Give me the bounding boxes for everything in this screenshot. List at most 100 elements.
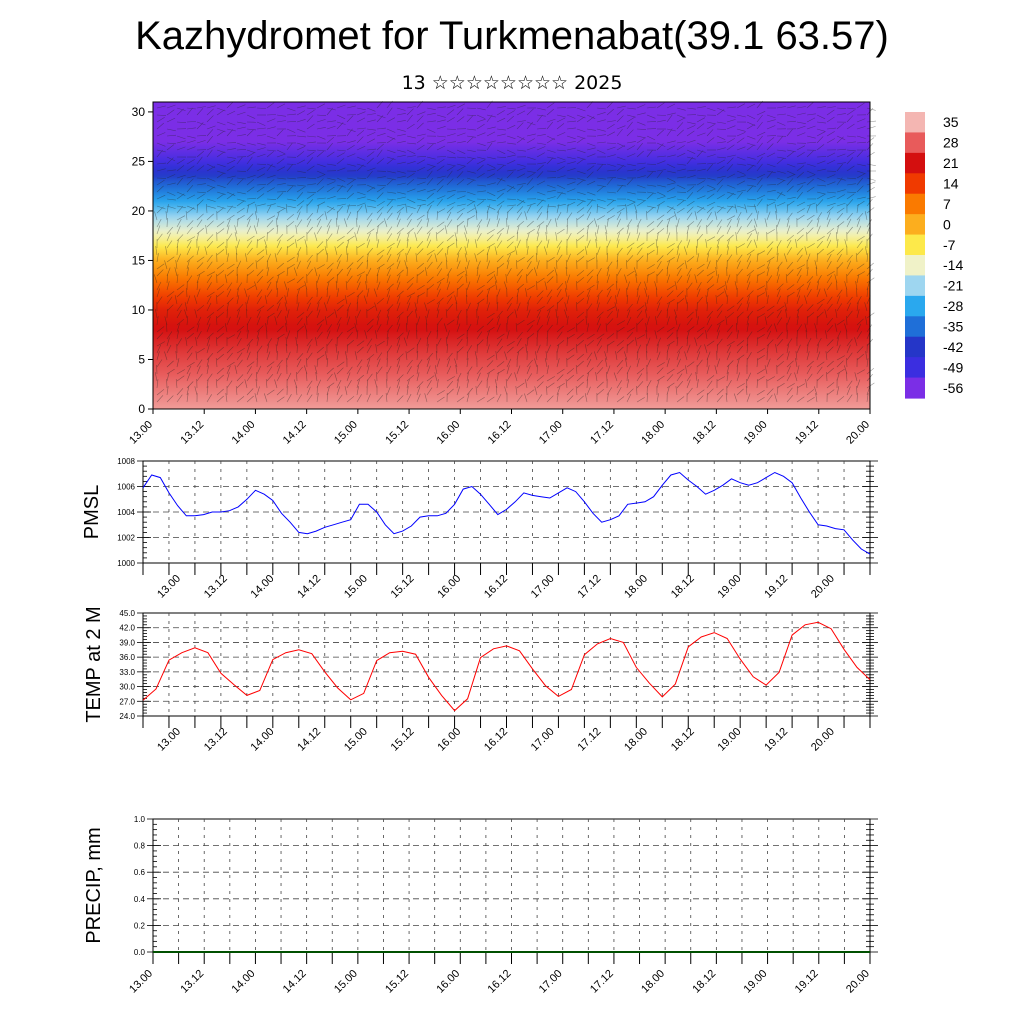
wind-barb	[616, 386, 622, 396]
wind-barb	[746, 142, 756, 147]
wind-barb	[266, 361, 275, 368]
wind-barb	[396, 128, 406, 132]
wind-barb	[466, 201, 475, 207]
wind-barb	[236, 374, 244, 382]
wind-barb	[465, 287, 468, 298]
colorbar-swatch	[905, 234, 925, 256]
wind-barb	[716, 128, 727, 130]
wind-barb	[566, 327, 575, 333]
wind-barb	[725, 392, 728, 403]
wind-barb	[424, 393, 428, 403]
wind-barb	[326, 181, 336, 186]
wind-barb	[216, 109, 225, 116]
wind-barb	[226, 282, 233, 291]
wind-barb	[346, 211, 352, 221]
wind-barb	[806, 150, 814, 158]
wind-barb	[456, 166, 465, 172]
wind-barb	[815, 393, 818, 403]
wind-barb	[726, 311, 735, 319]
wind-barb	[416, 181, 426, 186]
wind-barb	[164, 260, 168, 270]
wind-barb	[776, 360, 784, 368]
wind-barb	[246, 322, 249, 333]
wind-barb	[396, 120, 406, 123]
wind-barb	[854, 337, 858, 347]
wind-barb	[466, 208, 475, 214]
wind-barb	[346, 372, 351, 382]
wind-barb	[436, 288, 441, 298]
wind-barb	[566, 147, 576, 151]
wind-barb	[586, 275, 593, 284]
wind-barb	[466, 239, 470, 249]
wind-barb	[336, 367, 344, 375]
wind-barb	[676, 253, 680, 263]
wind-barb	[556, 204, 566, 207]
wind-barb	[606, 146, 616, 151]
wind-barb	[486, 126, 496, 130]
wind-barb	[415, 322, 418, 333]
wind-barb	[216, 249, 225, 256]
wind-barb	[246, 338, 254, 347]
wind-barb	[806, 227, 814, 235]
wind-barb	[396, 269, 404, 277]
wind-barb	[246, 186, 255, 193]
wind-barb	[186, 207, 195, 214]
wind-barb	[866, 126, 876, 130]
wind-barb	[226, 380, 233, 389]
wind-barb	[345, 280, 348, 291]
wind-barb	[576, 249, 585, 256]
wind-barb	[316, 379, 321, 389]
wind-barb	[835, 309, 838, 319]
wind-barb	[596, 381, 604, 389]
wind-barb	[786, 128, 793, 137]
x-tick-label: 20.00	[844, 968, 872, 996]
wind-barb	[686, 130, 695, 137]
wind-barb	[546, 210, 549, 221]
wind-barb	[785, 309, 788, 319]
wind-barb	[696, 132, 706, 137]
wind-barb	[666, 114, 673, 123]
wind-barb	[596, 225, 600, 235]
wind-barb	[816, 184, 827, 187]
wind-barb	[856, 200, 865, 207]
wind-barb	[556, 283, 564, 291]
wind-barb	[586, 303, 593, 312]
wind-barb	[546, 205, 557, 208]
wind-barb	[596, 177, 606, 180]
wind-barb	[766, 394, 773, 403]
wind-barb	[176, 193, 185, 200]
wind-barb	[554, 267, 558, 277]
wind-barb	[726, 305, 735, 312]
wind-barb	[476, 107, 486, 111]
wind-barb	[316, 163, 326, 168]
wind-barb	[295, 386, 298, 396]
wind-barb	[526, 333, 535, 340]
wind-barb	[716, 274, 720, 284]
series-line	[142, 621, 871, 712]
wind-barb	[836, 153, 846, 158]
wind-barb	[716, 156, 727, 159]
wind-barb	[186, 107, 193, 116]
wind-barb	[316, 149, 326, 152]
wind-barb	[856, 274, 860, 284]
wind-barb	[376, 158, 385, 165]
wind-barb	[276, 224, 279, 235]
wind-barb	[206, 312, 215, 319]
wind-barb	[196, 262, 204, 270]
wind-barb	[426, 330, 432, 340]
wind-barb	[286, 164, 294, 172]
wind-barb	[496, 333, 505, 340]
wind-barb	[636, 242, 645, 249]
wind-barb	[646, 392, 648, 403]
wind-barb	[296, 358, 302, 368]
wind-barb	[254, 393, 258, 403]
wind-barb	[566, 198, 577, 200]
wind-barb	[416, 270, 425, 277]
wind-barb	[526, 156, 536, 160]
wind-barb	[426, 365, 431, 375]
wind-barb	[786, 149, 796, 153]
wind-barb	[226, 159, 236, 165]
wind-barb	[376, 127, 387, 130]
wind-barb	[426, 143, 434, 151]
wind-barb	[356, 163, 366, 167]
